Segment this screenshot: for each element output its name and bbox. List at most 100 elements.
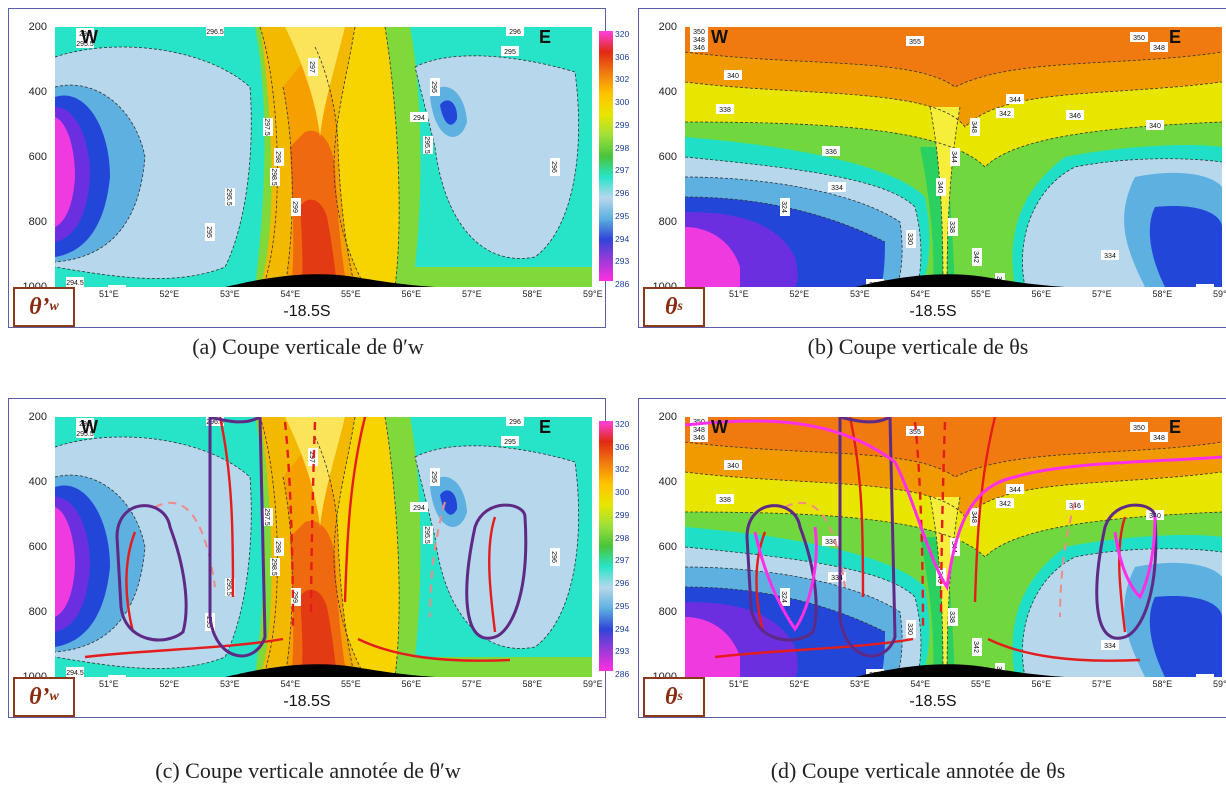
y-tick-label: 800	[28, 216, 47, 228]
panel-d-frame: 350 348 346 355 350 348 344 342 346 340 340 338 336 3…	[638, 398, 1226, 718]
x-tick-label: 56°E	[401, 679, 422, 689]
contour-label: 355	[906, 36, 924, 46]
contour-label: 348	[690, 34, 708, 44]
x-tick-label: 53°E	[850, 289, 870, 299]
contour-label: 334	[828, 182, 846, 192]
contour-label: 294.5	[66, 667, 84, 677]
contour-label: 295.5	[423, 526, 433, 544]
latitude-label: -18.5S	[283, 303, 331, 320]
x-tick-label: 52°E	[159, 289, 180, 299]
svg-text:336: 336	[825, 149, 837, 156]
caption-a: (a) Coupe verticale de θ′w	[192, 334, 424, 359]
svg-text:348: 348	[1153, 45, 1165, 52]
contour-label: 297	[308, 58, 318, 76]
svg-text:342: 342	[999, 501, 1011, 508]
cross-section-plot: 296 295.5 296.5 296 295 297 297.5 298 298.5 299 29…	[55, 417, 592, 677]
east-label: E	[1169, 417, 1182, 437]
svg-text:342: 342	[972, 251, 979, 263]
contour-label: 295	[430, 78, 440, 96]
contour-label: 350	[1130, 422, 1148, 432]
x-tick-label: 53°E	[220, 679, 240, 689]
svg-text:296: 296	[79, 421, 91, 428]
y-tick-label: 800	[658, 216, 677, 228]
contour-label: 295.5	[108, 675, 126, 677]
svg-text:338: 338	[948, 221, 955, 233]
colorbar-tick: 299	[615, 119, 630, 130]
west-label: W	[711, 417, 728, 437]
svg-text:324: 324	[780, 591, 787, 603]
colorbar-tick: 297	[615, 555, 630, 566]
colorbar-tick: 296	[615, 578, 630, 589]
svg-text:296: 296	[550, 161, 557, 173]
east-label: E	[539, 27, 552, 47]
contour-label: 340	[1146, 120, 1164, 130]
svg-text:340: 340	[1149, 123, 1161, 130]
svg-text:295.5: 295.5	[423, 136, 430, 154]
svg-text:298: 298	[274, 541, 281, 553]
contour-label: 299	[291, 198, 301, 216]
contour-label: 334	[1101, 250, 1119, 260]
svg-text:338: 338	[948, 611, 955, 623]
x-tick-label: 55°E	[341, 289, 361, 299]
svg-text:340: 340	[727, 463, 739, 470]
panel-c: 296 295.5 296.5 296 295 297 297.5 298 298.5 299 29…	[0, 398, 629, 796]
panel-b: 350 348 346 355 350 348 344 342 346 340 340 338 336 3…	[630, 0, 1226, 360]
svg-text:297.5: 297.5	[263, 508, 270, 526]
colorbar-tick: 286	[615, 279, 630, 289]
contour-label: 344	[1006, 94, 1024, 104]
x-tick-label: 51°E	[99, 289, 119, 299]
svg-text:330: 330	[906, 233, 913, 245]
contour-label: 330	[906, 620, 916, 638]
y-tick-label: 200	[28, 21, 47, 33]
contour-label: 324	[780, 198, 790, 216]
west-label: W	[81, 417, 98, 437]
colorbar-tick: 294	[615, 233, 630, 244]
contour-label: 324	[780, 588, 790, 606]
svg-text:295.5: 295.5	[76, 41, 94, 48]
svg-text:350: 350	[693, 29, 705, 36]
colorbar	[599, 421, 613, 671]
svg-text:294.5: 294.5	[66, 280, 84, 287]
west-label: W	[81, 27, 98, 47]
x-tick-label: 54°E	[280, 289, 301, 299]
x-tick-label: 56°E	[401, 289, 422, 299]
svg-text:346: 346	[1069, 503, 1081, 510]
y-tick-label: 600	[28, 151, 47, 163]
x-tick-label: 53°E	[850, 679, 870, 689]
orography	[225, 664, 435, 677]
contour-label: 295	[205, 223, 215, 241]
contour-label: 296	[550, 548, 560, 566]
contour-label: 298.5	[270, 168, 280, 186]
colorbar-tick: 294	[615, 623, 630, 634]
x-tick-label: 59°E	[1213, 289, 1226, 299]
contour-label: 348	[1150, 42, 1168, 52]
colorbar-tick: 302	[615, 74, 630, 85]
east-label: E	[539, 417, 552, 437]
contour-map: 296 295.5 296.5 296 295 297 297.5 298 298.5 299 29…	[55, 417, 592, 677]
y-tick-label: 800	[28, 606, 47, 618]
colorbar-tick: 295	[615, 600, 630, 611]
svg-text:334: 334	[831, 185, 843, 192]
x-tick-label: 59°E	[583, 679, 603, 689]
contour-label: 295.5	[423, 136, 433, 154]
x-tick-label: 51°E	[729, 679, 749, 689]
contour-label: 294	[410, 112, 428, 122]
svg-text:296.5: 296.5	[206, 419, 224, 426]
panel-a: 296 295.5 296.5 296 295 297 297.5 298 298.5 299 29…	[0, 0, 629, 360]
svg-text:334: 334	[1104, 643, 1116, 650]
svg-text:324: 324	[780, 201, 787, 213]
svg-text:346: 346	[693, 45, 705, 52]
contour-label: 348	[970, 118, 980, 136]
contour-label: 295.5	[108, 285, 126, 287]
svg-text:298.5: 298.5	[270, 168, 277, 186]
svg-text:294.5: 294.5	[66, 670, 84, 677]
x-tick-label: 54°E	[910, 289, 931, 299]
contour-label: 294	[410, 502, 428, 512]
svg-text:355: 355	[909, 429, 921, 436]
svg-text:338: 338	[719, 107, 731, 114]
y-tick-label: 800	[658, 606, 677, 618]
svg-text:295: 295	[504, 49, 516, 56]
contour-label: 295	[501, 436, 519, 446]
